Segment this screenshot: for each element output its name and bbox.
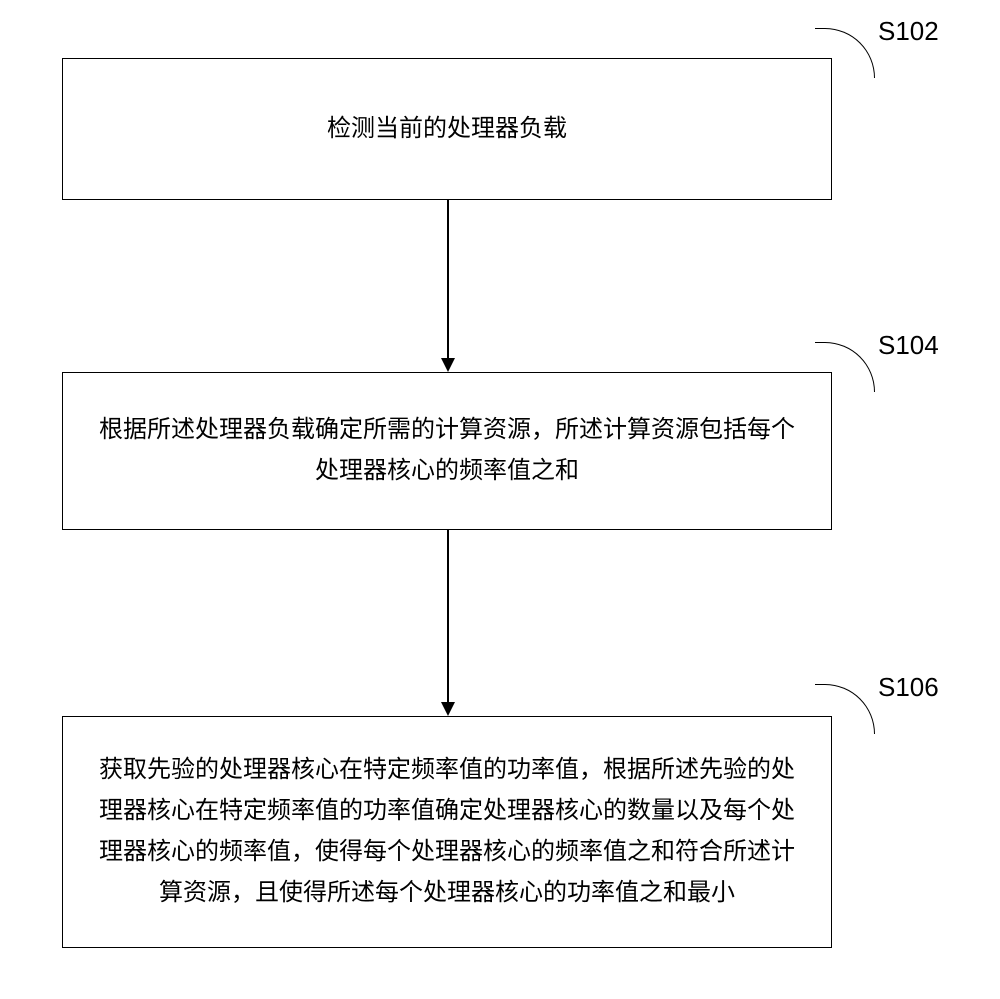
arrow-line-2	[447, 530, 449, 702]
arrow-line-1	[447, 200, 449, 358]
step-text-s104: 根据所述处理器负载确定所需的计算资源，所述计算资源包括每个处理器核心的频率值之和	[93, 410, 801, 492]
flowchart-container: 检测当前的处理器负载 S102 根据所述处理器负载确定所需的计算资源，所述计算资…	[0, 0, 1000, 999]
arrow-head-2	[441, 702, 455, 716]
step-box-s104: 根据所述处理器负载确定所需的计算资源，所述计算资源包括每个处理器核心的频率值之和	[62, 372, 832, 530]
label-curve-s104	[815, 342, 875, 392]
step-label-s102: S102	[878, 16, 939, 47]
step-label-s104: S104	[878, 330, 939, 361]
step-label-s106: S106	[878, 672, 939, 703]
step-text-s106: 获取先验的处理器核心在特定频率值的功率值，根据所述先验的处理器核心在特定频率值的…	[93, 750, 801, 913]
label-curve-s106	[815, 684, 875, 734]
step-box-s106: 获取先验的处理器核心在特定频率值的功率值，根据所述先验的处理器核心在特定频率值的…	[62, 716, 832, 948]
step-text-s102: 检测当前的处理器负载	[327, 109, 567, 150]
label-curve-s102	[815, 28, 875, 78]
arrow-head-1	[441, 358, 455, 372]
step-box-s102: 检测当前的处理器负载	[62, 58, 832, 200]
